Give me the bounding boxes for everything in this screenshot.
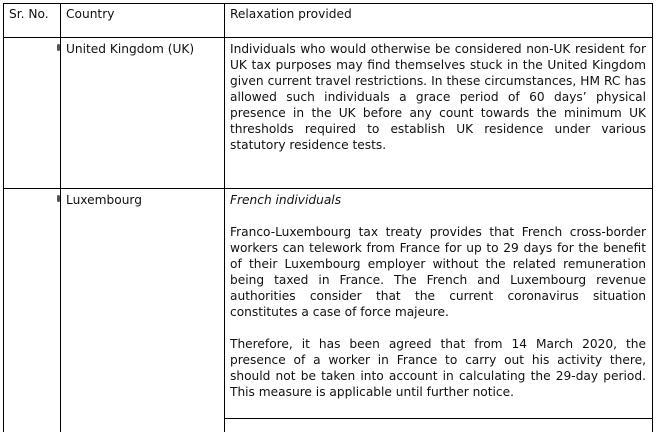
- list-bullet-icon: [57, 195, 60, 202]
- relaxation-cell: Individuals who would otherwise be consi…: [224, 37, 653, 189]
- relaxation-table: Sr. No. Country Relaxation provided Unit…: [3, 3, 653, 432]
- country-cell: Luxembourg: [57, 188, 225, 432]
- header-relaxation: Relaxation provided: [224, 3, 653, 38]
- country-name: Luxembourg: [66, 193, 142, 207]
- list-bullet-icon: [57, 44, 60, 51]
- header-sr-no: Sr. No.: [3, 3, 61, 38]
- relaxation-cell: French individuals Franco-Luxembourg tax…: [224, 188, 653, 432]
- header-country: Country: [60, 3, 225, 38]
- sr-no-cell: [3, 37, 61, 189]
- country-cell: United Kingdom (UK): [57, 37, 225, 189]
- relaxation-paragraph: Franco-Luxembourg tax treaty provides th…: [230, 225, 646, 319]
- table-row: United Kingdom (UK) Individuals who woul…: [3, 37, 653, 189]
- relaxation-paragraph: Therefore, it has been agreed that from …: [230, 337, 646, 399]
- table-row: Luxembourg French individuals Franco-Lux…: [3, 188, 653, 432]
- sr-no-cell: [3, 188, 61, 432]
- table-header-row: Sr. No. Country Relaxation provided: [3, 3, 653, 38]
- country-name: United Kingdom (UK): [66, 42, 195, 56]
- relaxation-subheading: French individuals: [230, 193, 342, 207]
- relaxation-paragraph: Individuals who would otherwise be consi…: [230, 42, 646, 152]
